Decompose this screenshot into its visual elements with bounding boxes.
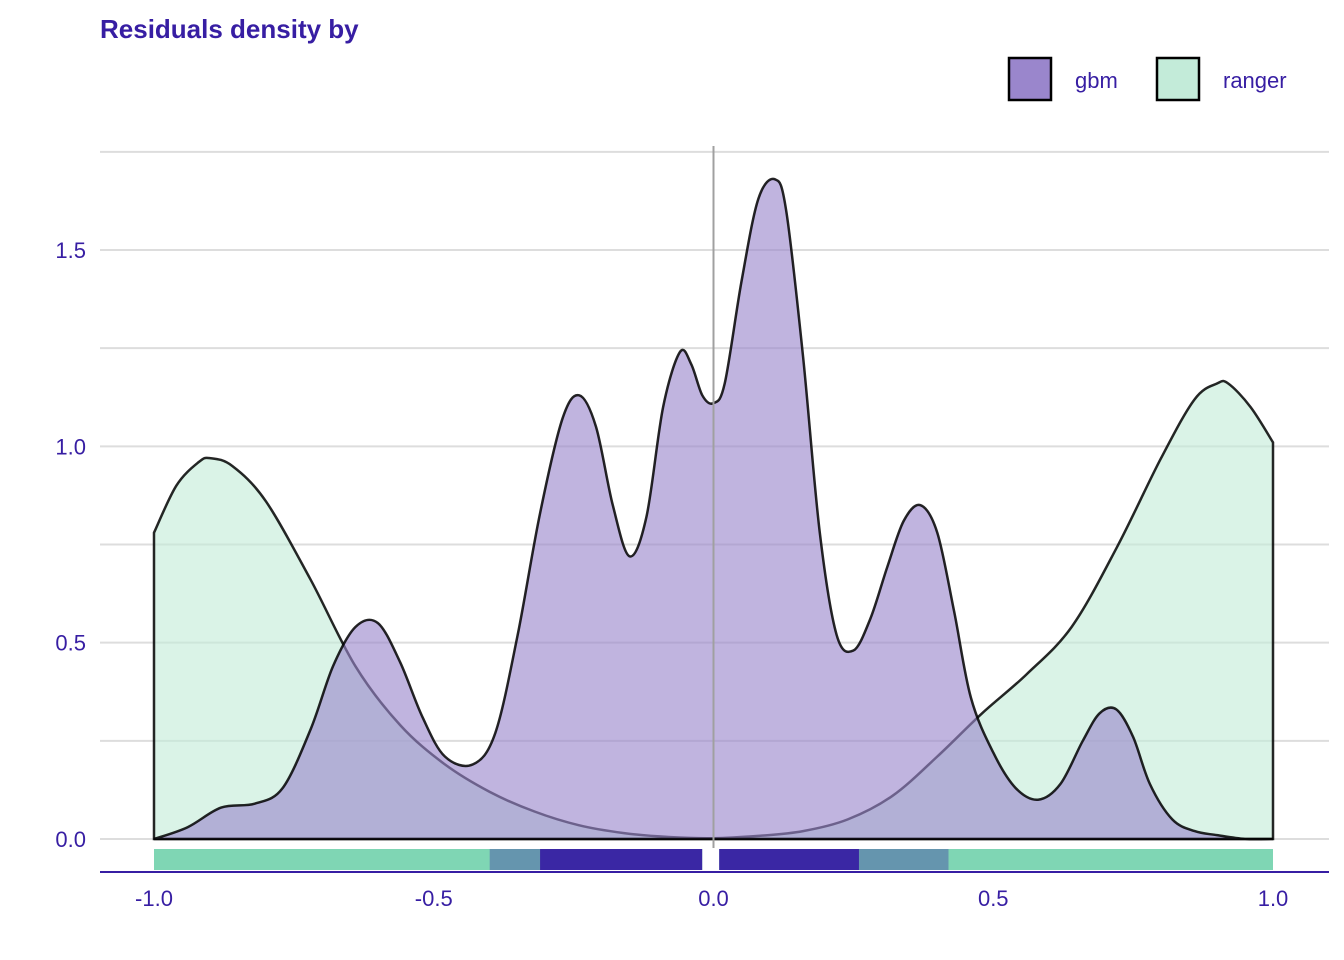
axes: -1.0 -0.5 0.0 0.5 1.0 0.0 0.5 1.0 1.5 xyxy=(55,238,1329,911)
y-tick-label: 1.5 xyxy=(55,238,86,263)
legend-swatch-ranger xyxy=(1155,56,1201,102)
y-tick-label: 0.5 xyxy=(55,631,86,656)
legend-swatch-gbm xyxy=(1007,56,1053,102)
legend-label-ranger: ranger xyxy=(1223,68,1287,93)
rug-gbm-band xyxy=(719,849,859,870)
chart-title: Residuals density by xyxy=(100,14,359,44)
x-tick-label: 0.0 xyxy=(698,886,729,911)
rug-gap xyxy=(702,848,720,871)
rug-gbm-band xyxy=(489,849,541,870)
rug-marks xyxy=(154,848,1273,871)
y-tick-label: 0.0 xyxy=(55,827,86,852)
rug-gbm-band xyxy=(858,849,949,870)
x-tick-label: -0.5 xyxy=(415,886,453,911)
y-tick-label: 1.0 xyxy=(55,434,86,459)
x-tick-label: 1.0 xyxy=(1258,886,1289,911)
legend: gbm ranger xyxy=(1007,56,1287,102)
rug-gbm-band xyxy=(540,849,703,870)
x-tick-label: 0.5 xyxy=(978,886,1009,911)
x-tick-label: -1.0 xyxy=(135,886,173,911)
legend-label-gbm: gbm xyxy=(1075,68,1118,93)
